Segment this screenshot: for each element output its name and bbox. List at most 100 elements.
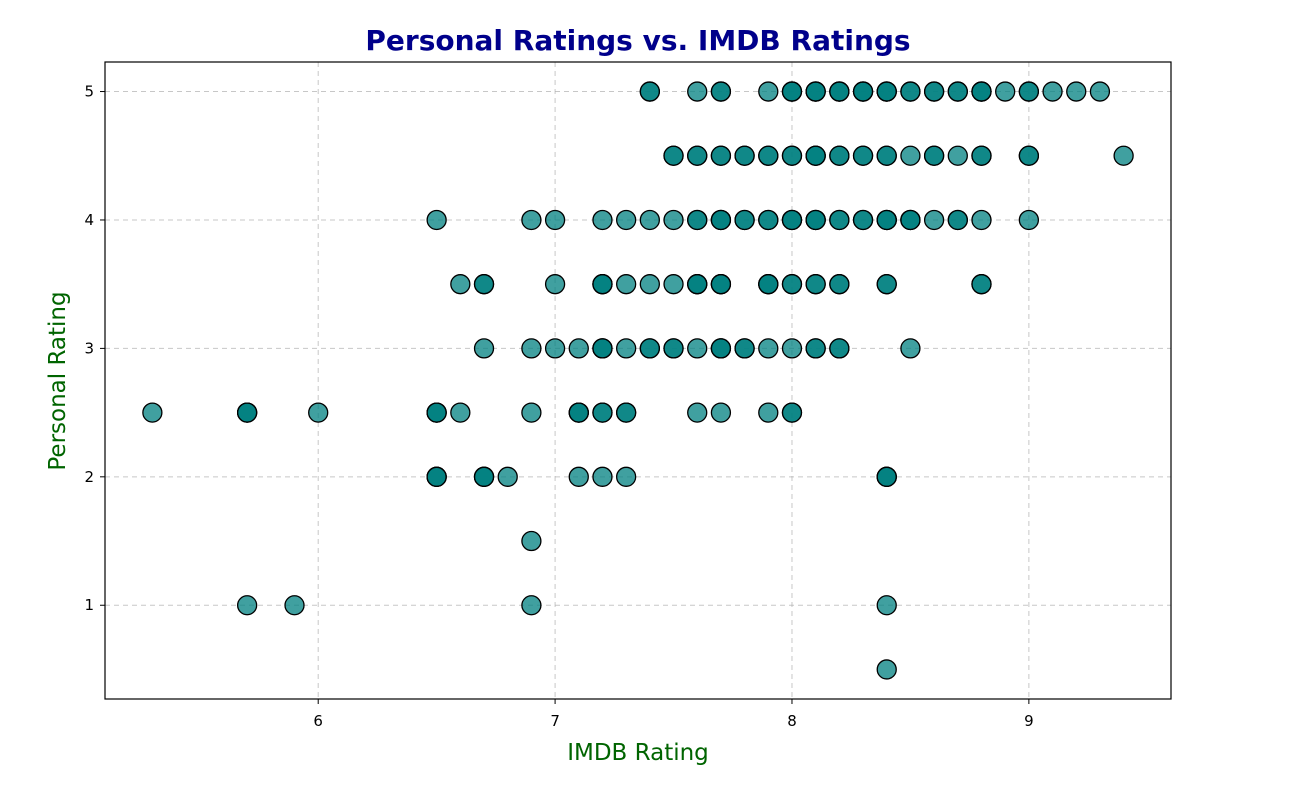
y-tick-label: 1 xyxy=(84,596,94,614)
y-tick-label: 3 xyxy=(84,339,94,357)
scatter-point xyxy=(805,274,826,295)
scatter-point xyxy=(876,466,897,487)
scatter-point xyxy=(758,209,779,231)
scatter-point xyxy=(450,402,471,423)
scatter-point xyxy=(687,338,708,359)
scatter-point xyxy=(971,209,992,231)
scatter-point xyxy=(781,81,803,102)
scatter-point xyxy=(639,81,660,102)
scatter-point xyxy=(829,145,850,166)
scatter-point xyxy=(900,81,921,102)
scatter-point xyxy=(308,402,329,423)
scatter-point xyxy=(829,81,850,102)
scatter-point xyxy=(473,338,495,359)
scatter-point xyxy=(758,145,779,166)
scatter-point xyxy=(426,402,447,423)
scatter-point xyxy=(734,145,755,166)
scatter-point xyxy=(663,274,684,295)
scatter-point xyxy=(1018,81,1040,102)
scatter-point xyxy=(900,145,921,166)
scatter-point xyxy=(497,466,518,487)
scatter-point xyxy=(544,338,566,359)
scatter-point xyxy=(639,274,660,295)
scatter-point xyxy=(663,338,684,359)
scatter-point xyxy=(616,209,637,231)
scatter-point xyxy=(781,338,803,359)
scatter-point xyxy=(805,81,826,102)
scatter-point xyxy=(1113,145,1134,166)
scatter-point xyxy=(710,338,732,359)
scatter-point xyxy=(852,81,874,102)
y-tick-label: 5 xyxy=(84,83,94,101)
scatter-point xyxy=(592,209,613,231)
scatter-point xyxy=(876,659,897,680)
scatter-point xyxy=(710,274,732,295)
scatter-point xyxy=(544,209,566,231)
scatter-point xyxy=(521,595,542,616)
scatter-point xyxy=(450,274,471,295)
scatter-point xyxy=(142,402,163,423)
scatter-point xyxy=(592,402,613,423)
scatter-point xyxy=(710,81,732,102)
scatter-point xyxy=(1018,145,1040,166)
scatter-point xyxy=(876,595,897,616)
scatter-point xyxy=(663,209,684,231)
scatter-point xyxy=(923,81,945,102)
scatter-point xyxy=(616,402,637,423)
scatter-point xyxy=(284,595,305,616)
scatter-point xyxy=(947,81,968,102)
scatter-point xyxy=(829,274,850,295)
x-axis-ticks: 6 7 8 9 xyxy=(313,699,1034,730)
scatter-point xyxy=(829,209,850,231)
y-tick-label: 2 xyxy=(84,468,94,486)
scatter-point xyxy=(971,145,992,166)
scatter-point xyxy=(805,145,826,166)
scatter-point xyxy=(805,209,826,231)
scatter-point xyxy=(592,466,613,487)
scatter-point xyxy=(734,338,755,359)
scatter-point xyxy=(876,209,897,231)
scatter-point xyxy=(947,145,968,166)
scatter-point xyxy=(426,209,447,231)
scatter-point xyxy=(687,145,708,166)
scatter-point xyxy=(616,338,637,359)
scatter-point xyxy=(473,466,495,487)
scatter-point xyxy=(758,338,779,359)
y-axis-ticks: 1 2 3 4 5 xyxy=(84,83,105,614)
scatter-point xyxy=(616,274,637,295)
scatter-point xyxy=(521,402,542,423)
grid-layer xyxy=(105,62,1171,699)
scatter-point xyxy=(781,209,803,231)
scatter-point xyxy=(829,338,850,359)
chart-title: Personal Ratings vs. IMDB Ratings xyxy=(365,24,910,57)
x-tick-label: 7 xyxy=(550,712,560,730)
plot-frame xyxy=(104,61,1172,700)
y-axis-label: Personal Rating xyxy=(45,291,71,470)
scatter-point xyxy=(710,402,732,423)
scatter-point xyxy=(1042,81,1063,102)
scatter-point xyxy=(900,209,921,231)
scatter-point xyxy=(616,466,637,487)
scatter-point xyxy=(852,145,874,166)
scatter-point xyxy=(639,209,660,231)
scatter-point xyxy=(923,145,945,166)
scatter-point xyxy=(521,209,542,231)
scatter-point xyxy=(592,338,613,359)
y-tick-label: 4 xyxy=(84,211,94,229)
scatter-point xyxy=(521,530,542,552)
scatter-point xyxy=(971,81,992,102)
scatter-point xyxy=(1018,209,1040,231)
scatter-point xyxy=(687,402,708,423)
scatter-point xyxy=(758,274,779,295)
scatter-point xyxy=(473,274,495,295)
scatter-point xyxy=(876,145,897,166)
scatter-point xyxy=(236,595,258,616)
scatter-point xyxy=(876,274,897,295)
x-axis-label: IMDB Rating xyxy=(567,740,709,766)
scatter-point xyxy=(876,81,897,102)
x-tick-label: 6 xyxy=(313,712,323,730)
scatter-point xyxy=(781,274,803,295)
scatter-point xyxy=(426,466,447,487)
scatter-point xyxy=(758,81,779,102)
